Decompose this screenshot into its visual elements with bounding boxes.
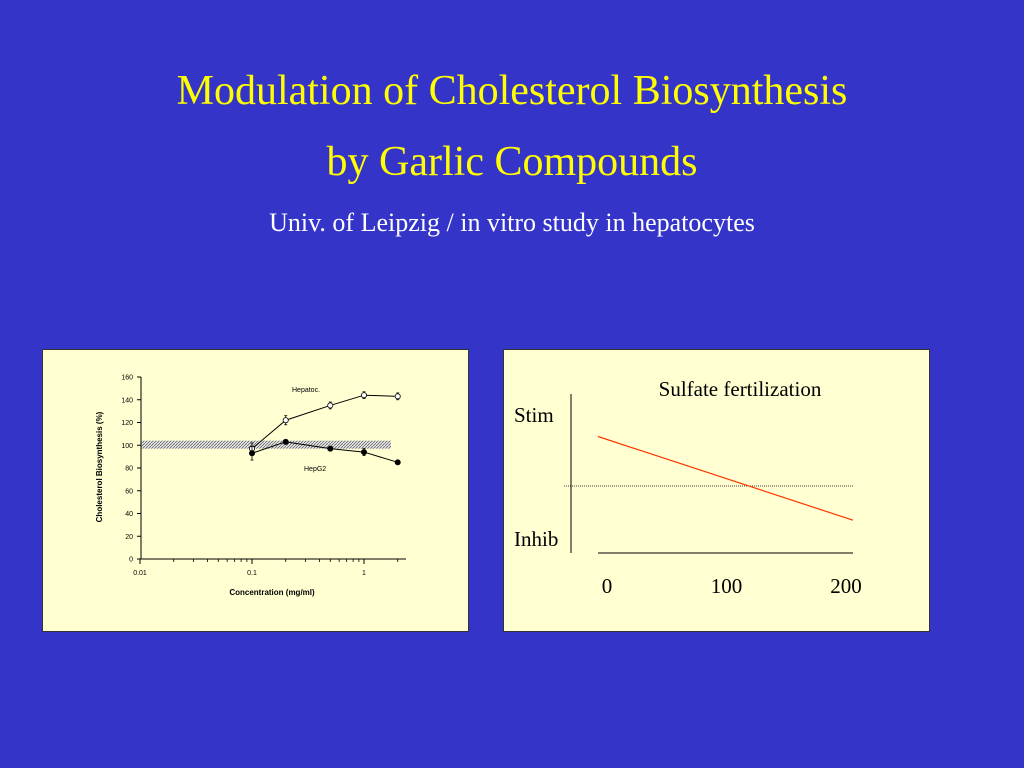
sulfate-chart-title: Sulfate fertilization xyxy=(659,377,822,401)
reference-band xyxy=(141,440,391,449)
data-point xyxy=(327,402,334,409)
cholesterol-chart-panel: 0 20 40 60 80 100 120 140 160 0.01 0.1 1 Hepatoc. H… xyxy=(42,349,469,632)
data-point xyxy=(394,459,401,466)
series-label-hepg2: HepG2 xyxy=(304,466,326,473)
x-tick-label: 0 xyxy=(602,574,613,598)
x-tick-label: 1 xyxy=(362,570,366,577)
stim-label: Stim xyxy=(514,403,554,427)
y-tick-label: 40 xyxy=(125,511,133,518)
x-tick-label: 0.1 xyxy=(247,570,257,577)
x-tick-label: 100 xyxy=(711,574,743,598)
cholesterol-chart: 0 20 40 60 80 100 120 140 160 0.01 0.1 1 Hepatoc. H… xyxy=(95,375,406,597)
data-point xyxy=(282,417,289,424)
y-tick-label: 120 xyxy=(121,420,133,427)
y-tick-label: 80 xyxy=(125,466,133,473)
y-axis-title: Cholesterol Biosynthesis (%) xyxy=(95,411,104,522)
y-tick-label: 160 xyxy=(121,375,133,382)
data-point xyxy=(394,393,401,400)
trend-line xyxy=(597,435,854,521)
series-line-0 xyxy=(251,394,398,450)
x-tick-label: 0.01 xyxy=(133,570,147,577)
inhib-label: Inhib xyxy=(514,527,558,551)
data-point xyxy=(282,438,289,445)
x-tick-label: 200 xyxy=(830,574,862,598)
y-tick-label: 140 xyxy=(121,397,133,404)
slide-subtitle: Univ. of Leipzig / in vitro study in hep… xyxy=(269,208,755,237)
slide-title-line-2: by Garlic Compounds xyxy=(326,139,698,185)
x-axis-title: Concentration (mg/ml) xyxy=(229,588,315,597)
data-point xyxy=(248,450,255,457)
data-point xyxy=(360,392,367,399)
y-tick-label: 60 xyxy=(125,488,133,495)
slide-title-line-1: Modulation of Cholesterol Biosynthesis xyxy=(176,68,848,114)
sulfate-chart: Sulfate fertilization Stim Inhib 0 100 200 xyxy=(514,377,862,598)
series-label-hepatoc: Hepatoc. xyxy=(292,387,320,394)
y-tick-label: 100 xyxy=(121,443,133,450)
data-point xyxy=(360,449,367,456)
y-tick-label: 0 xyxy=(129,557,133,564)
sulfate-chart-panel: Sulfate fertilization Stim Inhib 0 100 200 xyxy=(503,349,930,632)
data-point xyxy=(327,445,334,452)
y-tick-label: 20 xyxy=(125,534,133,541)
